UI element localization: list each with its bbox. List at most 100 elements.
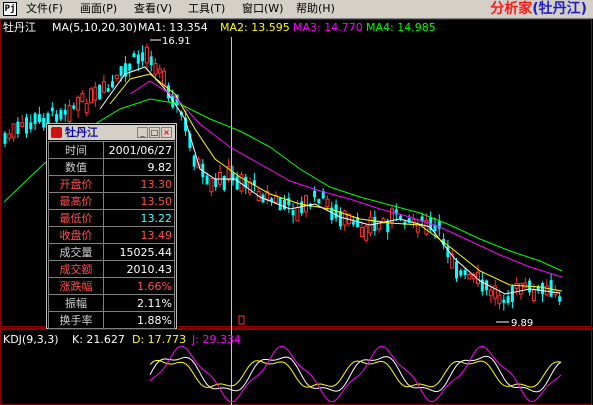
- candle-body: [485, 280, 489, 291]
- minimize-icon[interactable]: _: [137, 127, 148, 138]
- candle-body: [420, 216, 424, 222]
- candle-body: [295, 206, 300, 222]
- app-icon[interactable]: Pj: [3, 2, 17, 16]
- candle-body: [50, 107, 54, 112]
- row-time: 时间 2001/06/27: [48, 141, 175, 159]
- row-turnover-amount: 成交额 2010.43: [48, 260, 175, 278]
- candle-body: [222, 175, 226, 191]
- row-change: 涨跌幅 1.66%: [48, 277, 175, 295]
- menu-view[interactable]: 查看(V): [134, 2, 173, 15]
- candle-body: [153, 63, 158, 75]
- row-value: 13.50: [103, 192, 175, 210]
- stock-chart-area[interactable]: 16.91 9.89: [0, 19, 593, 405]
- candle-body: [72, 105, 76, 109]
- candle-body: [265, 190, 270, 200]
- menu-help[interactable]: 帮助(H): [296, 2, 335, 15]
- candle-body: [123, 63, 127, 77]
- quote-info-window[interactable]: 牡丹江 _ □ × 时间 2001/06/27 数值 9.82 开盘价 13.30 最…: [46, 123, 177, 329]
- quote-info-titlebar[interactable]: 牡丹江 _ □ ×: [48, 125, 175, 140]
- candle-body: [270, 198, 274, 202]
- candle-body: [544, 285, 549, 296]
- row-close: 收盘价 13.49: [48, 226, 175, 244]
- candle-body: [89, 88, 93, 104]
- candle-body: [399, 215, 403, 219]
- menu-window[interactable]: 窗口(W): [242, 2, 284, 15]
- candle-body: [244, 176, 248, 188]
- row-label: 时间: [48, 141, 104, 159]
- candle-body: [531, 289, 536, 302]
- kdj-k-line: [149, 355, 562, 393]
- candle-body: [42, 117, 46, 128]
- candle-body: [3, 132, 7, 144]
- candle-body: [321, 190, 325, 199]
- candle-body: [63, 109, 67, 115]
- menu-screen[interactable]: 画面(P): [80, 2, 118, 15]
- row-label: 成交额: [48, 260, 104, 278]
- candle-body: [415, 224, 420, 233]
- candle-body: [364, 225, 369, 241]
- ma2-value: MA2: 13.595: [220, 21, 290, 34]
- candle-body: [317, 199, 321, 204]
- candle-body: [114, 74, 119, 79]
- menu-bar: Pj 文件(F) 画面(P) 查看(V) 工具(T) 窗口(W) 帮助(H) 分…: [0, 0, 593, 19]
- candle-body: [287, 197, 291, 206]
- ma1-value: MA1: 13.354: [138, 21, 208, 34]
- candle-body: [433, 224, 437, 232]
- candle-body: [11, 123, 16, 139]
- row-value: 13.30: [103, 175, 175, 193]
- row-value: 9.82: [103, 158, 175, 176]
- candle-body: [84, 102, 89, 114]
- candle-body: [351, 221, 355, 225]
- candle-body: [166, 85, 170, 99]
- candle-body: [37, 114, 41, 123]
- candle-body: [437, 221, 441, 229]
- candle-body: [338, 211, 342, 227]
- candle-body: [497, 294, 502, 305]
- row-label: 换手率: [48, 311, 104, 329]
- ma-params-label: MA(5,10,20,30): [52, 21, 138, 34]
- candle-body: [76, 96, 81, 111]
- maximize-icon[interactable]: □: [149, 127, 160, 138]
- kdj-d-value: D: 17.773: [132, 333, 187, 346]
- candle-body: [46, 113, 50, 126]
- brand-name: 分析家: [490, 1, 533, 17]
- ma4-value: MA4: 14.985: [366, 21, 436, 34]
- row-amplitude: 振幅 2.11%: [48, 294, 175, 312]
- candle-body: [459, 270, 463, 276]
- ma2-line: [109, 73, 563, 292]
- candle-body: [98, 84, 102, 100]
- candle-body: [141, 52, 145, 62]
- candle-body: [157, 68, 162, 74]
- kdj-j-line: [149, 345, 562, 403]
- row-value: 1.66%: [103, 277, 175, 295]
- candle-body: [93, 86, 98, 101]
- row-value: 13.22: [103, 209, 175, 227]
- close-icon[interactable]: ×: [161, 127, 172, 138]
- menu-file[interactable]: 文件(F): [26, 2, 63, 15]
- candle-body: [283, 199, 286, 210]
- candle-body: [106, 88, 110, 92]
- candle-body: [101, 81, 106, 93]
- menu-tools[interactable]: 工具(T): [188, 2, 226, 15]
- cursor-marker: [238, 315, 245, 325]
- candle-body: [29, 122, 33, 130]
- candle-body: [313, 190, 317, 198]
- candle-body: [278, 198, 282, 211]
- ma3-value: MA3: 14.770: [293, 21, 363, 34]
- row-volume: 成交量 15025.44: [48, 243, 175, 261]
- candle-body: [214, 179, 218, 187]
- stock-name-label: 牡丹江: [3, 21, 36, 34]
- candle-body: [252, 180, 256, 186]
- quote-info-title: 牡丹江: [65, 126, 98, 139]
- candle-body: [558, 296, 562, 302]
- row-label: 收盘价: [48, 226, 104, 244]
- window-icon: [51, 127, 62, 138]
- candle-body: [502, 299, 506, 303]
- row-value: 数值 9.82: [48, 158, 175, 176]
- candle-body: [144, 46, 149, 64]
- candle-body: [455, 261, 458, 279]
- row-value: 2010.43: [103, 260, 175, 278]
- candle-body: [381, 218, 386, 224]
- candle-body: [291, 210, 295, 216]
- candle-body: [67, 105, 72, 122]
